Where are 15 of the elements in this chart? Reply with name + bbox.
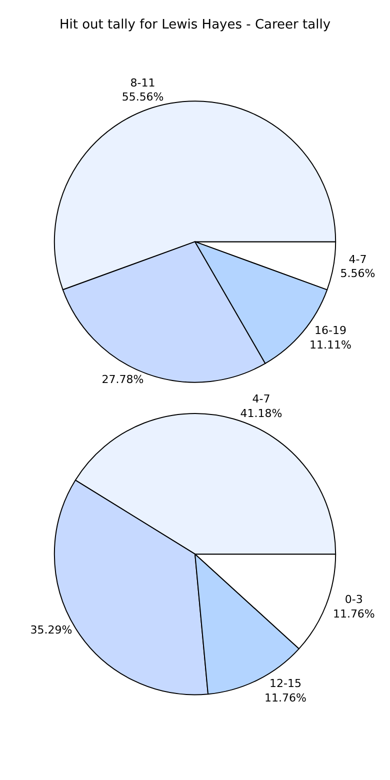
slice-label: 16-19	[314, 324, 346, 338]
data-label: 35.29%	[30, 623, 72, 636]
data-label: 11.11%	[310, 338, 352, 352]
data-label: 11.76%	[264, 692, 306, 705]
data-label: 5.56%	[340, 267, 376, 280]
chart-title: Hit out tally for Lewis Hayes - Career tally	[59, 18, 331, 33]
slice-label: 8-11	[130, 76, 156, 90]
slice-label: 0-3	[344, 593, 363, 606]
slice-label: 4-7	[348, 252, 367, 266]
data-label: 41.18%	[240, 406, 282, 420]
data-label: 27.78%	[102, 373, 144, 386]
slice-label: 4-7	[252, 392, 270, 406]
slice-label: 12-15	[270, 677, 302, 690]
data-label: 55.56%	[122, 90, 164, 104]
data-label: 11.76%	[332, 607, 375, 620]
